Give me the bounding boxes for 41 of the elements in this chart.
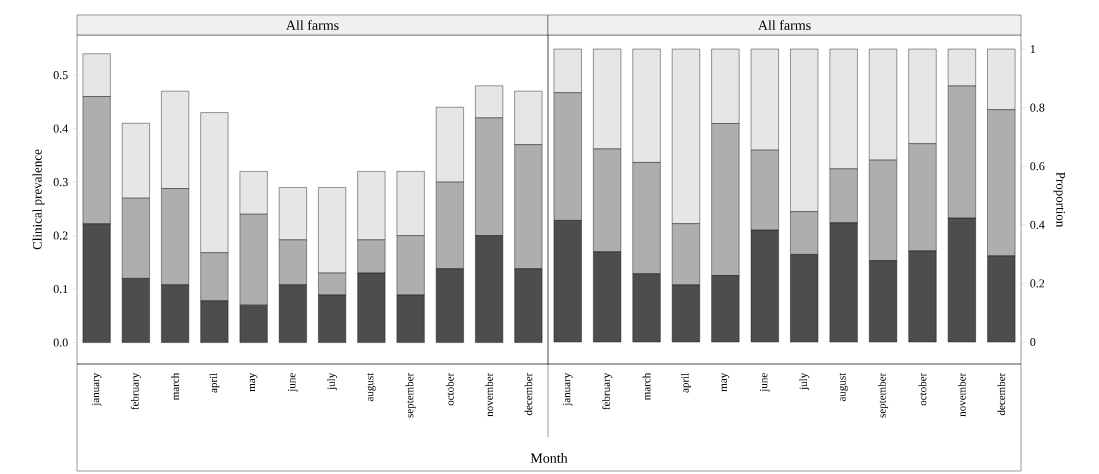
y-tick-label: 0.2 bbox=[53, 231, 68, 240]
x-axis-title: Month bbox=[530, 453, 568, 463]
y-tick-label: 1 bbox=[1030, 45, 1036, 54]
x-tick-label: december bbox=[997, 372, 1006, 416]
x-tick-label: march bbox=[171, 372, 179, 401]
y-axis-title: Clinical prevalence bbox=[32, 149, 45, 250]
chart-title: All farms bbox=[286, 19, 339, 30]
x-tick-label: december bbox=[524, 372, 533, 416]
y-tick-label: 0.0 bbox=[53, 338, 68, 347]
x-tick-label: january bbox=[562, 372, 573, 407]
x-tick-label: november bbox=[485, 372, 493, 417]
x-tick-label: september bbox=[405, 372, 416, 418]
x-tick-label: april bbox=[209, 373, 220, 393]
x-tick-label: february bbox=[130, 372, 141, 410]
x-tick-label: october bbox=[446, 372, 454, 406]
x-tick-label: july bbox=[327, 372, 338, 391]
y-tick-label: 0.4 bbox=[53, 124, 69, 133]
x-tick-label: june bbox=[288, 373, 298, 393]
x-tick-label: february bbox=[602, 372, 613, 410]
y-tick-label: 0.1 bbox=[53, 285, 68, 294]
x-tick-label: august bbox=[367, 372, 376, 402]
x-tick-label: june bbox=[760, 373, 770, 393]
x-tick-label: may bbox=[721, 372, 730, 392]
y-tick-label: 0.2 bbox=[1030, 279, 1045, 288]
x-tick-label: october bbox=[918, 372, 927, 406]
x-tick-label: july bbox=[799, 372, 810, 391]
y-tick-label: 0.4 bbox=[1030, 220, 1045, 229]
x-tick-label: august bbox=[839, 372, 848, 402]
x-tick-label: may bbox=[249, 372, 258, 392]
x-tick-label: september bbox=[878, 372, 889, 418]
x-tick-label: march bbox=[642, 372, 651, 401]
y-tick-label: 0 bbox=[1030, 337, 1036, 347]
x-tick-label: january bbox=[91, 372, 102, 407]
y-tick-label: 0.8 bbox=[1030, 103, 1045, 112]
y-tick-label: 0.3 bbox=[53, 178, 68, 187]
chart-title: All farms bbox=[758, 19, 811, 30]
y-axis-title: Proportion bbox=[1053, 172, 1066, 228]
x-tick-label: april bbox=[680, 373, 691, 393]
y-tick-label: 0.6 bbox=[1030, 162, 1045, 171]
y-tick-label: 0.5 bbox=[53, 71, 68, 80]
x-tick-label: november bbox=[958, 372, 966, 417]
